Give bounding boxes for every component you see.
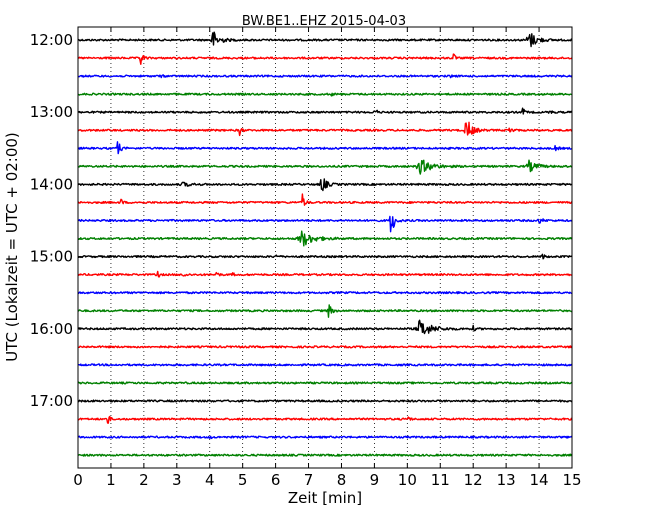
x-tick-label: 14 [530, 471, 549, 489]
trace-1345 [77, 159, 573, 175]
y-tick-label: 15:00 [30, 248, 73, 266]
trace-1730 [77, 435, 573, 440]
y-tick-label: 12:00 [30, 31, 73, 49]
trace-1700 [77, 399, 573, 403]
chart-title: BW.BE1..EHZ 2015-04-03 [242, 14, 406, 29]
x-tick-label: 12 [464, 471, 483, 489]
trace-1300 [77, 107, 573, 115]
trace-1600 [77, 319, 573, 335]
y-axis: 12:00 13:00 14:00 15:00 16:00 17:00 [30, 31, 572, 410]
trace-1245 [77, 92, 573, 97]
y-tick-label: 13:00 [30, 103, 73, 121]
trace-1215 [77, 53, 573, 65]
trace-1545 [77, 304, 573, 318]
trace-1330 [77, 141, 573, 155]
x-tick-label: 5 [238, 471, 248, 489]
trace-1430 [77, 215, 573, 233]
x-axis-label: Zeit [min] [288, 489, 362, 507]
traces [77, 31, 573, 457]
trace-1715 [77, 415, 573, 424]
x-tick-label: 9 [370, 471, 380, 489]
trace-1515 [77, 270, 573, 278]
x-tick-label: 6 [271, 471, 281, 489]
y-tick-label: 17:00 [30, 392, 73, 410]
x-tick-label: 3 [172, 471, 182, 489]
trace-1530 [77, 291, 573, 295]
x-tick-label: 13 [497, 471, 516, 489]
y-axis-label: UTC (Lokalzeit = UTC + 02:00) [3, 132, 21, 362]
x-tick-label: 7 [304, 471, 314, 489]
trace-1445 [77, 230, 573, 247]
x-tick-label: 0 [73, 471, 83, 489]
trace-1745 [77, 453, 573, 457]
x-tick-label: 15 [562, 471, 581, 489]
trace-1315 [77, 121, 573, 137]
x-axis: 0 1 2 3 4 5 6 7 8 9 10 11 12 13 14 15 [73, 27, 582, 489]
y-tick-label: 14:00 [30, 175, 73, 193]
y-tick-label: 16:00 [30, 320, 73, 338]
trace-1630 [77, 363, 573, 367]
vertical-grid [110, 27, 540, 468]
x-tick-label: 4 [205, 471, 215, 489]
plot-frame [77, 26, 573, 469]
trace-1645 [77, 381, 573, 385]
trace-1230 [77, 74, 573, 79]
trace-1400 [77, 178, 573, 192]
x-tick-label: 10 [398, 471, 417, 489]
trace-1415 [77, 193, 573, 206]
trace-1500 [77, 253, 573, 260]
x-tick-label: 8 [337, 471, 347, 489]
x-tick-label: 2 [139, 471, 149, 489]
x-tick-label: 11 [431, 471, 450, 489]
trace-1200 [77, 31, 573, 48]
trace-1615 [77, 345, 573, 349]
x-tick-label: 1 [106, 471, 116, 489]
